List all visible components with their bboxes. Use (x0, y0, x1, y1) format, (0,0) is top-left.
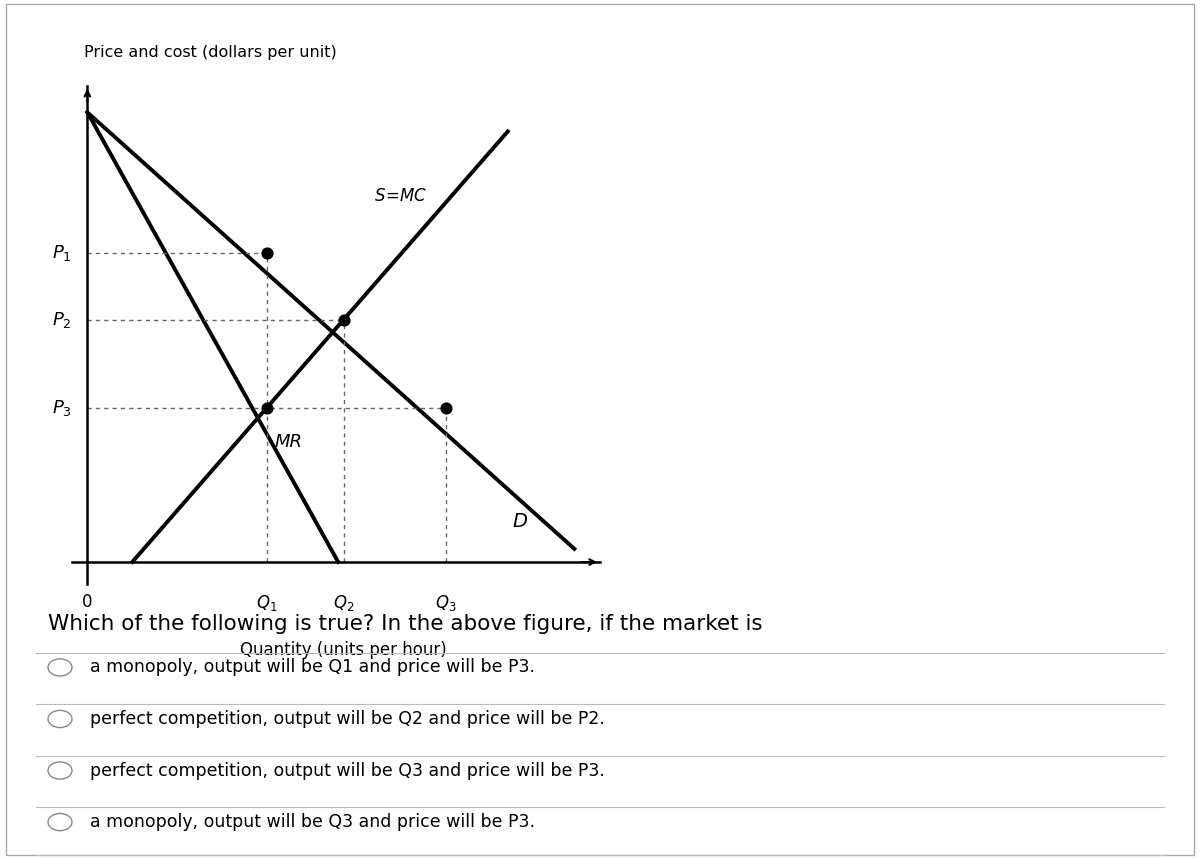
Text: a monopoly, output will be Q1 and price will be P3.: a monopoly, output will be Q1 and price … (90, 659, 535, 676)
Text: D: D (512, 512, 528, 531)
Text: $Q_3$: $Q_3$ (436, 593, 457, 613)
Text: $Q_1$: $Q_1$ (256, 593, 277, 613)
Text: $Q_2$: $Q_2$ (334, 593, 354, 613)
Text: $P_2$: $P_2$ (53, 309, 72, 330)
Text: Price and cost (dollars per unit): Price and cost (dollars per unit) (84, 46, 337, 60)
Text: Which of the following is true? In the above figure, if the market is: Which of the following is true? In the a… (48, 614, 763, 634)
Point (437, 401, 456, 415)
Text: perfect competition, output will be Q2 and price will be P2.: perfect competition, output will be Q2 a… (90, 710, 605, 728)
Point (334, 313, 353, 326)
Text: Quantity (units per hour): Quantity (units per hour) (240, 642, 448, 660)
Point (257, 401, 276, 415)
Text: $P_3$: $P_3$ (52, 398, 72, 417)
Text: a monopoly, output will be Q3 and price will be P3.: a monopoly, output will be Q3 and price … (90, 813, 535, 831)
Point (257, 247, 276, 260)
Text: 0: 0 (82, 593, 92, 611)
Text: perfect competition, output will be Q3 and price will be P3.: perfect competition, output will be Q3 a… (90, 762, 605, 779)
Text: MR: MR (275, 434, 302, 452)
Text: $S\!=\!MC$: $S\!=\!MC$ (374, 186, 428, 204)
Text: $P_1$: $P_1$ (53, 243, 72, 264)
